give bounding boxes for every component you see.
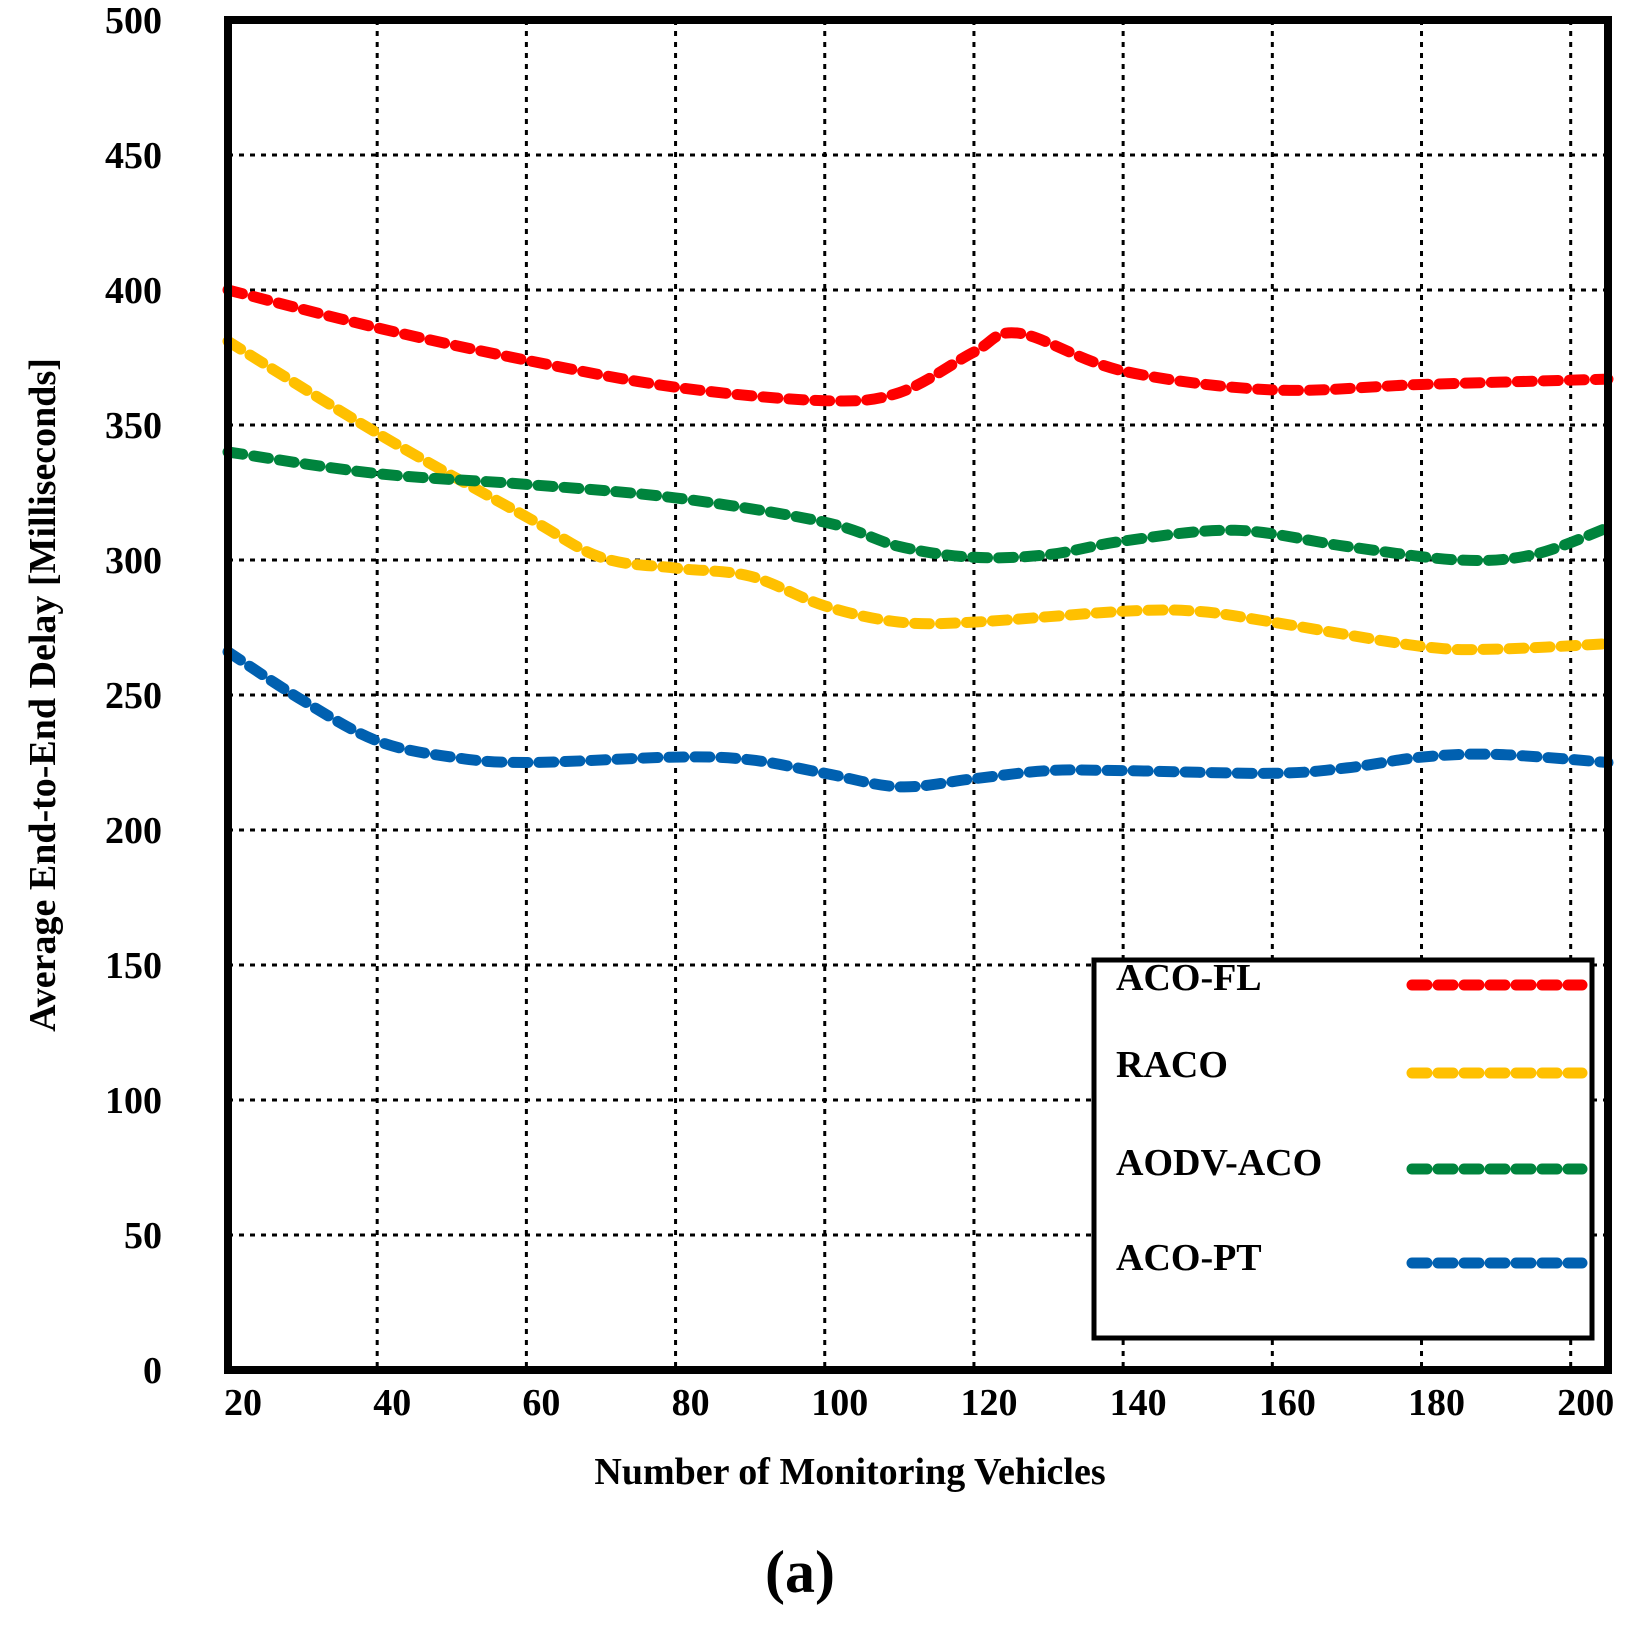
x-tick-label: 60: [522, 1382, 560, 1424]
x-tick-label: 80: [672, 1382, 710, 1424]
y-tick-label: 0: [143, 1350, 162, 1392]
grid: [228, 20, 1608, 1370]
series-lines: [222, 284, 1614, 793]
y-tick-label: 100: [105, 1080, 162, 1122]
x-tick-label: 120: [960, 1382, 1017, 1424]
y-tick-label: 250: [105, 675, 162, 717]
x-tick-label: 180: [1408, 1382, 1465, 1424]
legend-label-raco: RACO: [1116, 1044, 1228, 1086]
legend-label-aco-fl: ACO-FL: [1116, 957, 1262, 999]
x-tick-label: 20: [224, 1382, 262, 1424]
y-tick-label: 150: [105, 945, 162, 987]
x-tick-label: 200: [1557, 1382, 1614, 1424]
figure-caption: (a): [765, 1539, 835, 1605]
x-axis-ticks: 20 40 60 80 100 120 140 160 180 200: [224, 1382, 1614, 1424]
y-tick-label: 300: [105, 540, 162, 582]
legend-label-aco-pt: ACO-PT: [1116, 1237, 1262, 1279]
y-axis-label: Average End-to-End Delay [Milliseconds]: [22, 358, 64, 1032]
legend-label-aodv-aco: AODV-ACO: [1116, 1142, 1322, 1184]
x-tick-label: 160: [1259, 1382, 1316, 1424]
series-line-raco: [222, 335, 1614, 656]
x-tick-label: 40: [373, 1382, 411, 1424]
x-tick-label: 140: [1110, 1382, 1167, 1424]
series-line-aco-fl: [222, 284, 1614, 407]
y-tick-label: 400: [105, 270, 162, 312]
y-tick-label: 350: [105, 405, 162, 447]
series-line-aodv-aco: [222, 446, 1614, 567]
legend: ACO-FL RACO AODV-ACO ACO-PT: [1091, 957, 1595, 1341]
y-tick-label: 450: [105, 135, 162, 177]
x-axis-label: Number of Monitoring Vehicles: [594, 1451, 1105, 1493]
legend-box: [1091, 957, 1595, 1341]
y-tick-label: 200: [105, 810, 162, 852]
y-tick-label: 500: [105, 0, 162, 42]
x-tick-label: 100: [811, 1382, 868, 1424]
y-tick-label: 50: [124, 1215, 162, 1257]
y-axis-ticks: 0 50 100 150 200 250 300 350 400 450 500: [105, 0, 162, 1392]
series-line-aco-pt: [222, 646, 1614, 793]
plot-frame: [224, 16, 1612, 1374]
